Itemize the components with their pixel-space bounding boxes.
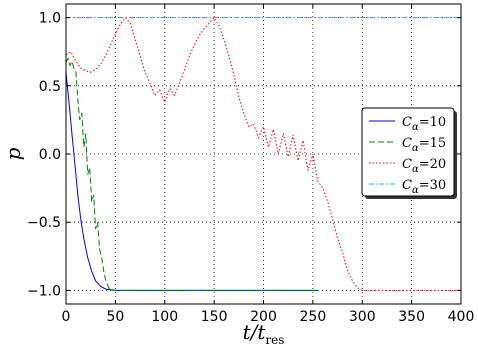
y-axis-label: p [1,147,25,160]
y-tick-label: 0.0 [39,147,61,163]
y-tick-label: −1.0 [27,283,61,299]
legend-label: Cα=20 [402,157,446,175]
x-tick-label: 50 [106,309,124,325]
x-tick-label: 150 [201,309,228,325]
series-layer [65,16,461,291]
y-tick-label: 0.5 [39,79,61,95]
x-tick-label: 250 [300,309,327,325]
series-line-2 [65,57,318,291]
x-axis-label: t/tres [243,320,285,347]
legend-label: Cα=30 [402,178,446,196]
x-tick-label: 350 [398,309,425,325]
legend-label: Cα=10 [402,115,446,133]
legend-box [361,107,455,197]
legend-label: Cα=15 [402,136,446,154]
x-tick-label: 400 [448,309,475,325]
series-line-3 [65,16,461,291]
axis-ticks: 0 50 100 150 200 250 300 350 400 −1.0 −0.5 0.0 0.5 1.… [27,4,474,325]
legend: Cα=10 Cα=15 Cα=20 Cα=30 [361,107,457,199]
x-tick-label: 200 [250,309,277,325]
x-tick-label: 0 [62,309,71,325]
y-tick-label: −0.5 [27,215,61,231]
y-tick-label: 1.0 [39,11,61,27]
x-tick-label: 100 [151,309,178,325]
series-line-1 [65,72,318,291]
x-tick-label: 300 [349,309,376,325]
